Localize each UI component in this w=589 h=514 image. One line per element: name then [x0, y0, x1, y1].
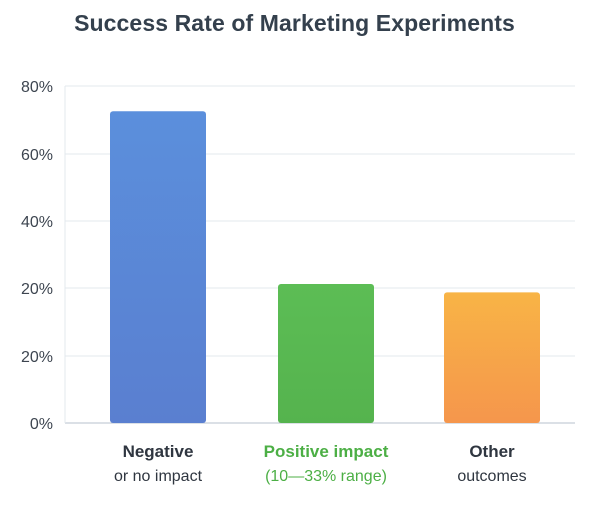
y-tick-label: 40% — [21, 214, 53, 231]
x-category-sublabel: outcomes — [457, 468, 526, 485]
x-category-label: Negative — [123, 442, 194, 461]
y-tick-label: 20% — [21, 349, 53, 366]
x-category-label: Other — [469, 442, 515, 461]
chart-title: Success Rate of Marketing Experiments — [74, 10, 515, 36]
x-category-sublabel: or no impact — [114, 468, 203, 485]
x-category-sublabel: (10—33% range) — [265, 468, 387, 485]
y-tick-label: 20% — [21, 281, 53, 298]
bar-1 — [110, 111, 206, 424]
y-tick-label: 0% — [30, 416, 53, 433]
bar-3 — [444, 292, 540, 423]
x-category-label: Positive impact — [264, 442, 389, 461]
y-tick-label: 60% — [21, 147, 53, 164]
bar-2 — [278, 283, 374, 423]
y-tick-label: 80% — [21, 79, 53, 96]
